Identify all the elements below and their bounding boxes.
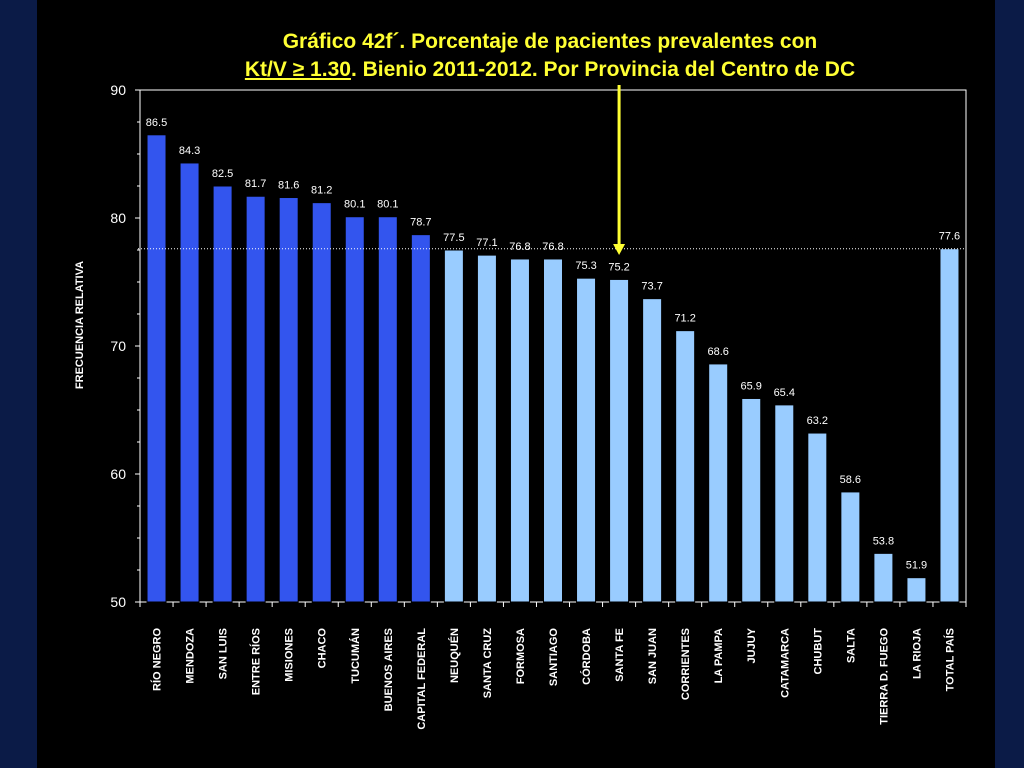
bar	[245, 195, 266, 603]
x-category-label: BUENOS AIRES	[383, 628, 395, 711]
x-axis-categories: RÍO NEGRO MENDOZA SAN LUIS ENTRE RÍOS MISION…	[151, 627, 957, 729]
data-label: 81.6	[278, 180, 299, 192]
bar-series	[146, 134, 960, 603]
x-category-label: MENDOZA	[185, 628, 197, 684]
data-label: 82.5	[212, 168, 233, 180]
x-category-label: TUCUMÁN	[349, 628, 362, 684]
x-category-label: CHACO	[317, 628, 329, 669]
data-label: 78.7	[410, 217, 431, 229]
x-category-label: ENTRE RÍOS	[250, 628, 263, 695]
x-category-label: CÓRDOBA	[580, 628, 593, 685]
data-label: 77.1	[476, 237, 497, 249]
data-label: 84.3	[179, 145, 200, 157]
arrow-head	[613, 244, 626, 255]
x-category-label: RÍO NEGRO	[151, 628, 164, 691]
data-label: 81.2	[311, 185, 332, 197]
data-label: 75.3	[575, 260, 596, 272]
x-category-label: LA PAMPA	[713, 628, 725, 683]
bar	[906, 577, 927, 603]
bar	[543, 258, 563, 603]
bar	[278, 197, 299, 603]
title-kt-v: Kt/V ≥ 1.30	[244, 58, 351, 81]
bar	[311, 202, 332, 603]
y-tick-label: 60	[110, 466, 126, 482]
x-category-label: SANTA FE	[614, 628, 626, 682]
bar	[476, 254, 497, 603]
bar	[146, 134, 167, 603]
x-category-label: FORMOSA	[515, 628, 527, 684]
data-label: 58.6	[840, 474, 861, 486]
bar	[807, 432, 828, 603]
data-label: 73.7	[641, 281, 662, 293]
data-labels: 86.5 84.3 82.5 81.7 81.6 81.2 80.1 80.1 78.7 77.5…	[146, 117, 960, 572]
highlight-arrow	[613, 85, 626, 255]
bar	[509, 258, 530, 603]
data-label: 81.7	[245, 178, 266, 190]
bar	[708, 363, 729, 603]
bar	[344, 216, 365, 603]
bar	[179, 162, 200, 603]
title-line-2-rest: . Bienio 2011-2012. Por Provincia del Ce…	[350, 58, 856, 81]
bar	[774, 404, 795, 603]
bar	[443, 249, 464, 603]
bar	[642, 298, 663, 603]
data-label: 71.2	[674, 313, 695, 325]
title-line-2: Kt/V ≥ 1.30. Bienio 2011-2012. Por Provi…	[190, 56, 910, 84]
bar	[609, 278, 630, 603]
x-category-label: CORRIENTES	[680, 628, 692, 700]
y-tick-label: 90	[110, 82, 126, 98]
data-label: 76.8	[509, 241, 530, 253]
x-category-label: TOTAL PAÍS	[943, 628, 956, 691]
x-category-label: SAN LUIS	[218, 628, 230, 679]
data-label: 63.2	[807, 415, 828, 427]
y-axis: 50 60 70 80 90	[110, 82, 967, 610]
bar	[410, 234, 431, 603]
data-label: 80.1	[377, 199, 398, 211]
data-label: 51.9	[906, 560, 927, 572]
x-category-label: CHUBUT	[812, 628, 824, 675]
bar	[675, 330, 696, 603]
data-label: 65.4	[774, 387, 795, 399]
x-category-label: SANTIAGO	[548, 628, 560, 687]
x-category-label: TIERRA D. FUEGO	[878, 628, 890, 725]
x-category-label: JUJUY	[746, 627, 758, 663]
data-label: 77.6	[939, 231, 960, 243]
x-category-label: NEUQUÉN	[448, 628, 461, 683]
y-tick-label: 50	[110, 594, 126, 610]
bar	[939, 248, 960, 603]
data-label: 77.5	[443, 232, 464, 244]
data-label: 86.5	[146, 117, 167, 129]
x-category-label: CATAMARCA	[779, 628, 791, 698]
chart-title: Gráfico 42f´. Porcentaje de pacientes pr…	[190, 28, 910, 84]
data-label: 68.6	[707, 346, 728, 358]
x-category-label: SAN JUAN	[647, 628, 659, 684]
y-tick-label: 70	[110, 338, 126, 354]
bar	[377, 216, 398, 603]
data-label: 65.9	[741, 380, 762, 392]
x-category-label: MISIONES	[284, 628, 296, 682]
data-label: 75.2	[608, 261, 629, 273]
bar	[840, 491, 861, 603]
y-tick-label: 80	[110, 210, 126, 226]
x-category-label: SALTA	[845, 628, 857, 663]
bar	[576, 277, 597, 603]
x-category-label: CAPITAL FEDERAL	[416, 628, 428, 730]
data-label: 53.8	[873, 535, 894, 547]
bar	[212, 185, 233, 603]
x-category-label: SANTA CRUZ	[482, 628, 494, 699]
data-label: 76.8	[542, 241, 563, 253]
x-category-label: LA RIOJA	[911, 628, 923, 679]
bar	[741, 397, 762, 603]
bar	[873, 552, 894, 603]
data-label: 80.1	[344, 199, 365, 211]
title-line-1: Gráfico 42f´. Porcentaje de pacientes pr…	[282, 30, 818, 53]
y-axis-label: FRECUENCIA RELATIVA	[74, 260, 86, 390]
